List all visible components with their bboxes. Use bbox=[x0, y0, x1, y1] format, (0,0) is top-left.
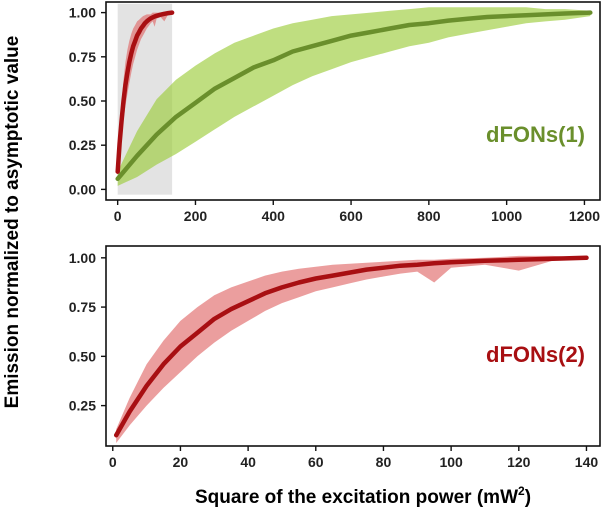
y-tick-label: 0.00 bbox=[69, 181, 96, 197]
x-tick-label: 120 bbox=[507, 454, 531, 470]
y-tick-label: 1.00 bbox=[69, 5, 96, 21]
x-axis-title-close: ) bbox=[525, 487, 531, 508]
y-tick-label: 1.00 bbox=[69, 250, 96, 266]
x-tick-label: 60 bbox=[308, 454, 324, 470]
y-tick-label: 0.50 bbox=[69, 348, 96, 364]
confidence-band-0 bbox=[116, 255, 587, 443]
confidence-band-0 bbox=[117, 7, 591, 186]
panel-annotation: dFONs(1) bbox=[486, 122, 585, 147]
x-axis-title-superscript: 2 bbox=[518, 484, 525, 498]
panel-dfons1: 0 200 400 600 800 1000 1200 0.00 0.25 0.50 0.75 1.0… bbox=[69, 1, 601, 224]
x-tick-label: 0 bbox=[109, 454, 117, 470]
shared-y-axis-title: Emission normalized to asymptotic value bbox=[2, 36, 23, 409]
y-tick-label: 0.75 bbox=[69, 49, 96, 65]
x-tick-label: 600 bbox=[339, 208, 363, 224]
fit-line-0 bbox=[115, 10, 593, 182]
y-tick-label: 0.25 bbox=[69, 398, 96, 414]
y-tick-label: 0.75 bbox=[69, 299, 96, 315]
fit-line-0 bbox=[113, 255, 589, 438]
x-tick-label: 800 bbox=[417, 208, 441, 224]
x-axis-title-text: Square of the excitation power (mW bbox=[195, 487, 518, 508]
panel-annotation: dFONs(2) bbox=[486, 342, 585, 367]
shared-x-axis-title: Square of the excitation power (mW2) bbox=[195, 484, 531, 508]
x-tick-label: 100 bbox=[439, 454, 463, 470]
panel-dfons2: 0 20 40 60 80 100 120 140 0.25 0.50 0.75 1.00 dFONs(… bbox=[69, 245, 601, 470]
x-tick-label: 80 bbox=[376, 454, 392, 470]
fit-line-1 bbox=[115, 10, 175, 174]
x-tick-label: 200 bbox=[184, 208, 208, 224]
x-tick-label: 40 bbox=[240, 454, 256, 470]
x-tick-label: 140 bbox=[575, 454, 599, 470]
plot-frame bbox=[105, 245, 601, 447]
x-tick-label: 400 bbox=[262, 208, 286, 224]
x-tick-label: 1200 bbox=[569, 208, 600, 224]
x-tick-label: 1000 bbox=[491, 208, 522, 224]
x-tick-label: 0 bbox=[114, 208, 122, 224]
y-tick-label: 0.50 bbox=[69, 93, 96, 109]
y-tick-label: 0.25 bbox=[69, 137, 96, 153]
x-tick-label: 20 bbox=[173, 454, 189, 470]
